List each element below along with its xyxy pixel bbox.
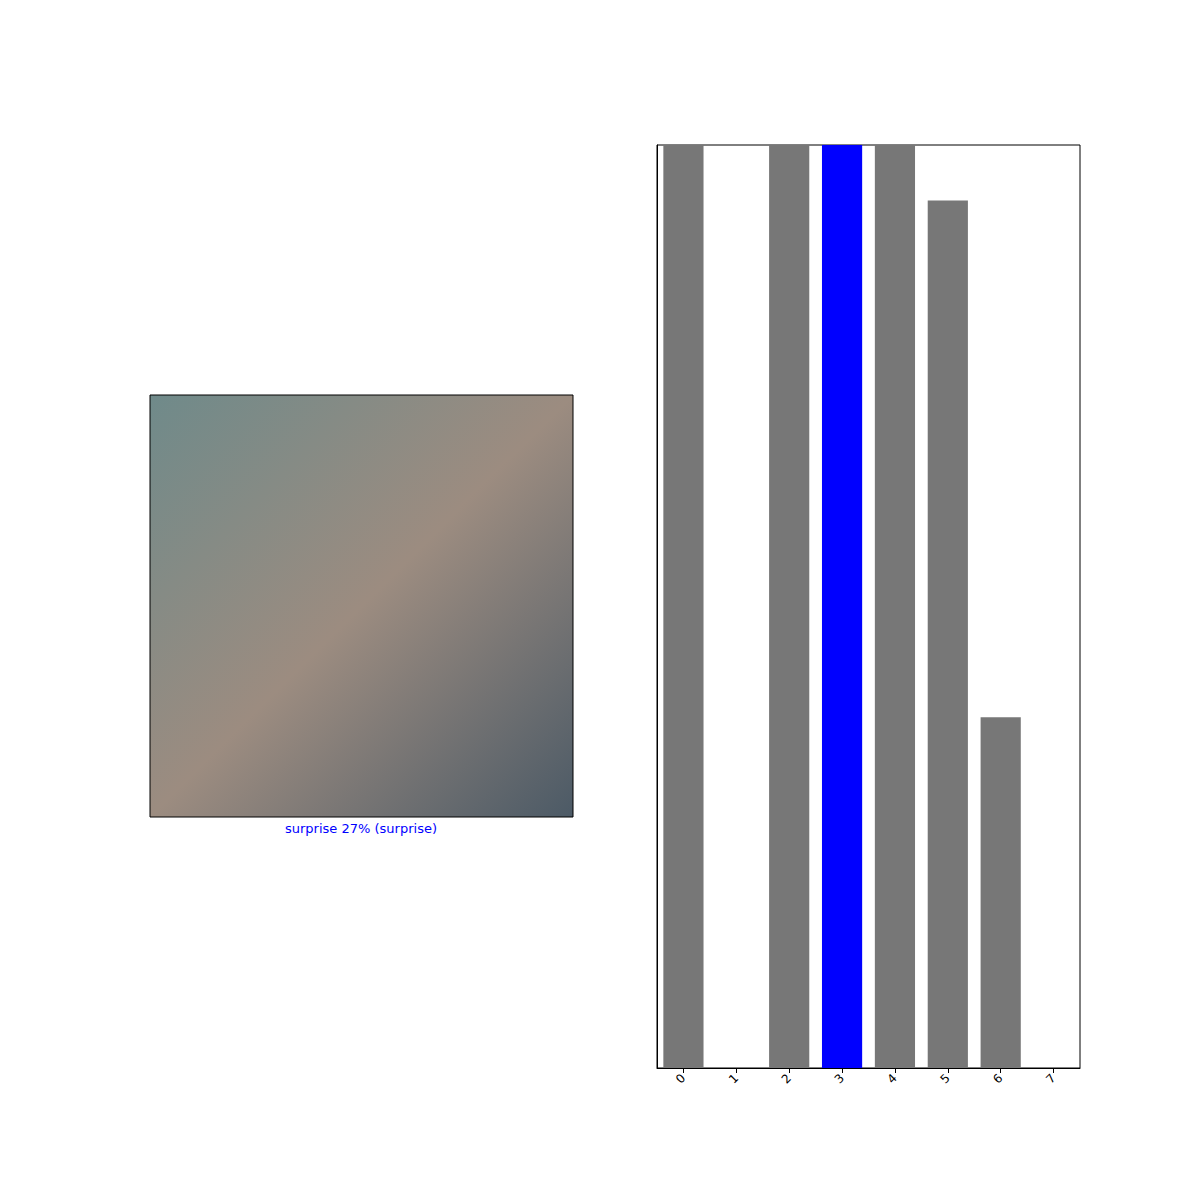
svg-text:surprise 27% (surprise): surprise 27% (surprise) [285, 821, 437, 836]
svg-text:5: 5 [937, 1071, 952, 1086]
svg-text:4: 4 [885, 1071, 900, 1086]
svg-text:1: 1 [726, 1071, 741, 1086]
svg-text:6: 6 [990, 1071, 1005, 1086]
svg-text:7: 7 [1043, 1071, 1058, 1086]
svg-text:3: 3 [832, 1071, 847, 1086]
svg-text:0: 0 [673, 1071, 688, 1086]
svg-text:2: 2 [779, 1071, 794, 1086]
